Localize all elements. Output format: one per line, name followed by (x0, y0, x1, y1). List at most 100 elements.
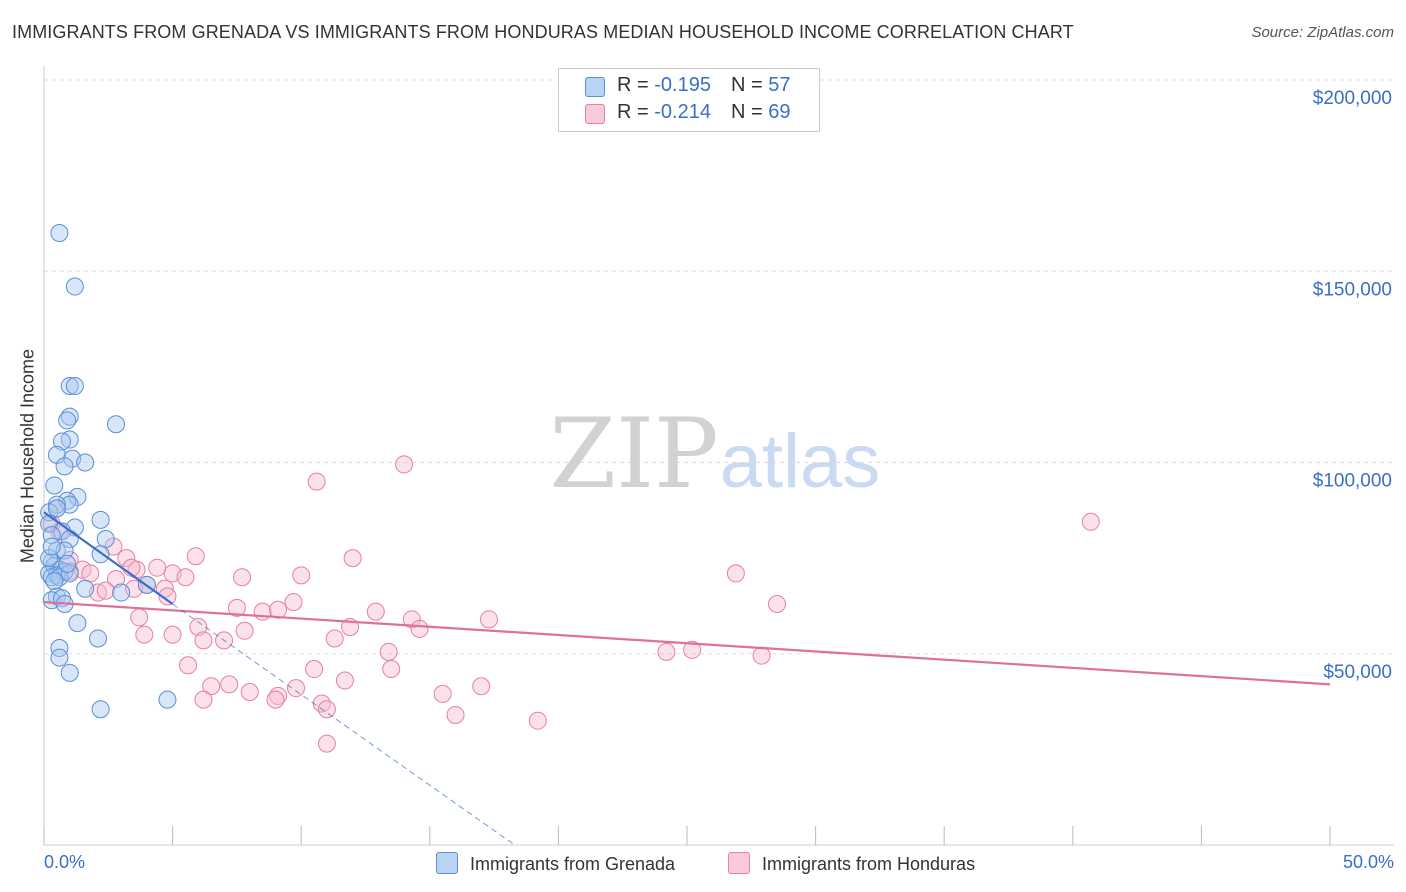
honduras-point (148, 558, 167, 577)
bottom-legend-grenada-label: Immigrants from Grenada (470, 854, 676, 874)
honduras-point (240, 683, 259, 701)
honduras-point (179, 656, 198, 675)
honduras-point (305, 660, 324, 679)
grenada-point (45, 476, 64, 495)
y-tick-labels: $50,000 $100,000 $150,000 $200,000 (1313, 88, 1392, 683)
honduras-point (176, 568, 195, 587)
honduras-point (402, 610, 421, 629)
legend-r-value-honduras: -0.214 (654, 101, 711, 123)
honduras-point (726, 564, 745, 583)
honduras-point (158, 587, 177, 606)
grenada-point (50, 639, 69, 658)
honduras-point (220, 675, 239, 694)
grenada-point (68, 614, 87, 633)
honduras-point (343, 549, 362, 568)
bottom-legend-honduras: Immigrants from Honduras (728, 852, 975, 875)
bottom-legend-grenada: Immigrants from Grenada (436, 852, 675, 875)
honduras-point (96, 581, 115, 600)
grenada-point (45, 572, 64, 591)
honduras-point (202, 677, 221, 696)
honduras-point (107, 570, 126, 589)
legend-n-label: N = (730, 74, 769, 96)
honduras-point (657, 642, 676, 661)
honduras-point (233, 568, 252, 587)
honduras-point (433, 684, 452, 703)
grenada-point (89, 629, 108, 648)
grenada-point (60, 377, 79, 395)
grenada-point (76, 453, 95, 472)
legend-n-value-honduras: 69 (768, 101, 791, 123)
grenada-point (158, 690, 177, 709)
chart-title: IMMIGRANTS FROM GRENADA VS IMMIGRANTS FR… (12, 22, 1074, 42)
honduras-point (189, 617, 208, 636)
honduras-point (81, 564, 100, 583)
honduras-point (752, 646, 771, 665)
honduras-point (266, 690, 285, 709)
honduras-point (163, 625, 182, 644)
watermark-zip: ZIP (549, 398, 718, 510)
honduras-point (235, 621, 254, 640)
honduras-swatch-icon (585, 104, 605, 124)
grenada-point (65, 377, 84, 395)
grenada-trend-line (43, 511, 174, 605)
grenada-point (53, 432, 72, 451)
honduras-point (130, 608, 149, 627)
grenada-point (47, 495, 66, 514)
honduras-point (768, 595, 787, 614)
honduras-point (410, 619, 429, 638)
honduras-point (325, 629, 344, 648)
honduras-point (379, 642, 398, 661)
legend-r-label: R = (617, 101, 655, 123)
honduras-point (479, 610, 498, 629)
y-tick-label: $200,000 (1313, 88, 1392, 109)
legend-n-value-grenada: 57 (768, 74, 791, 96)
grenada-point (58, 554, 77, 573)
source-label: Source: ZipAtlas.com (1251, 24, 1394, 41)
grenada-point (55, 457, 74, 476)
bottom-legend-honduras-label: Immigrants from Honduras (762, 854, 976, 874)
honduras-point (317, 734, 336, 753)
honduras-point (382, 660, 401, 679)
honduras-point (284, 593, 303, 612)
legend-n-label: N = (730, 101, 769, 123)
axes (43, 66, 1394, 846)
grenada-point (76, 579, 95, 598)
honduras-point (366, 602, 385, 621)
honduras-point (135, 625, 154, 644)
honduras-point (335, 671, 354, 690)
x-axis-max-label: 50.0% (1342, 852, 1394, 872)
honduras-point (395, 455, 414, 474)
y-tick-label: $50,000 (1323, 662, 1392, 683)
legend-r-value-grenada: -0.195 (654, 74, 711, 96)
grenada-point (60, 663, 79, 682)
grenada-point (47, 499, 66, 518)
grenada-point (91, 510, 110, 529)
grenada-point (107, 415, 126, 434)
honduras-legend-icon (728, 852, 750, 874)
grenada-point (60, 430, 79, 449)
honduras-point (317, 700, 336, 719)
grenada-point (42, 537, 61, 556)
honduras-point (269, 600, 288, 619)
honduras-point (186, 547, 205, 566)
grenada-point (91, 700, 110, 719)
grid-lines (44, 79, 1394, 655)
honduras-point (227, 598, 246, 617)
grenada-point (96, 530, 115, 548)
legend-r-label: R = (617, 74, 655, 96)
honduras-point (307, 472, 326, 491)
grenada-point (112, 583, 131, 602)
grenada-point (40, 549, 59, 568)
honduras-point (1081, 512, 1100, 531)
grenada-point (68, 487, 87, 506)
grenada-swatch-icon (585, 77, 605, 97)
y-tick-label: $150,000 (1313, 279, 1392, 300)
correlation-legend: R = -0.195 N = 57 R = -0.214 N = 69 (558, 68, 820, 132)
honduras-point (117, 549, 136, 568)
x-axis-min-label: 0.0% (44, 852, 86, 872)
honduras-point (683, 640, 702, 659)
y-tick-label: $100,000 (1313, 471, 1392, 492)
watermark-atlas: atlas (720, 419, 881, 504)
honduras-point (472, 677, 491, 696)
